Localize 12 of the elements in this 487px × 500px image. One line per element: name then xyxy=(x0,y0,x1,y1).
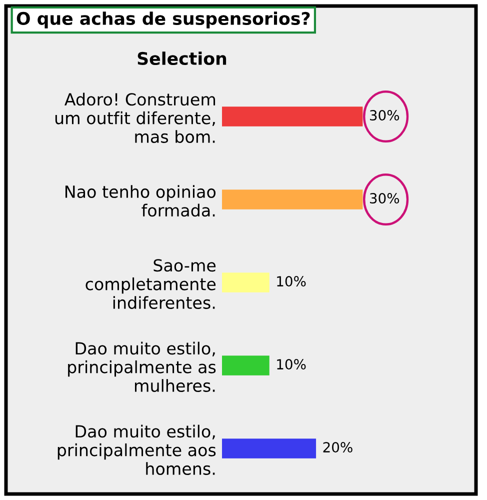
data-label: 20% xyxy=(323,442,352,453)
y-tick-label: Sao-me completamente indiferentes. xyxy=(86,259,216,309)
y-tick-label: Dao muito estilo, principalmente aos homens. xyxy=(58,424,216,475)
data-label: 10% xyxy=(277,276,306,287)
data-label: 30% xyxy=(370,193,400,204)
data-label: 30% xyxy=(370,110,400,121)
data-label: 10% xyxy=(277,359,306,370)
y-tick-label: Dao muito estilo, principalmente as mulheres. xyxy=(68,342,216,392)
y-tick-label: Adoro! Construem um outfit diferente, mas bom. xyxy=(55,92,216,143)
text: Selection xyxy=(138,52,226,66)
chart-title: O que achas de suspensorios? xyxy=(16,12,310,28)
y-tick-label: Nao tenho opiniao formada. xyxy=(65,185,216,217)
